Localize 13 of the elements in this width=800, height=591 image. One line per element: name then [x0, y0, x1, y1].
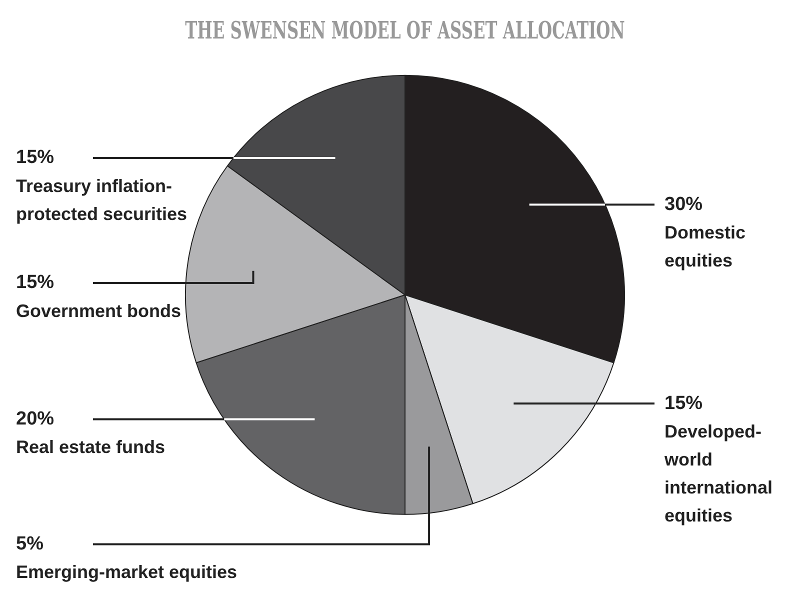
- data-label: 30%: [664, 194, 703, 215]
- data-label: 15%: [16, 147, 54, 168]
- slice-label: Treasury inflation-protected securities: [16, 176, 188, 224]
- data-label: 15%: [664, 392, 703, 414]
- chart-title: THE SWENSEN MODEL OF ASSET ALLOCATION: [185, 16, 625, 45]
- data-label: 15%: [16, 272, 54, 294]
- slice-label: Government bonds: [16, 300, 182, 321]
- slice-label: Emerging-market equities: [16, 562, 238, 582]
- data-label: 20%: [16, 408, 54, 430]
- slice-label: Domestic equities: [664, 222, 746, 271]
- slice-label: Developed-world international equities: [664, 422, 773, 526]
- data-label: 5%: [16, 533, 44, 554]
- slice-label: Real estate funds: [16, 437, 166, 458]
